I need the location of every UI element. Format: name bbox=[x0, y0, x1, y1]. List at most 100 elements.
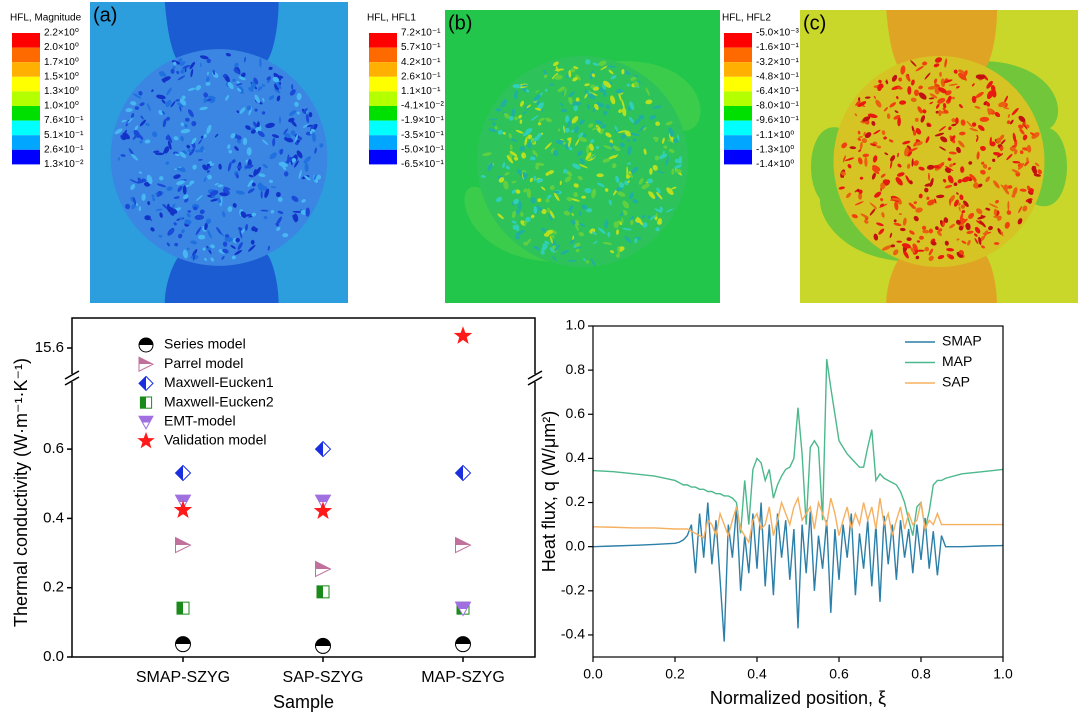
contour-fleck bbox=[929, 177, 934, 188]
contour-fleck bbox=[270, 209, 275, 214]
contour-fleck bbox=[960, 204, 966, 209]
contour-fleck bbox=[488, 118, 498, 121]
contour-fleck bbox=[908, 147, 918, 153]
contour-fleck bbox=[592, 155, 596, 159]
contour-fleck bbox=[553, 61, 559, 67]
contour-fleck bbox=[578, 132, 584, 139]
contour-fleck bbox=[1026, 144, 1032, 153]
contour-fleck bbox=[666, 187, 674, 196]
contour-fleck bbox=[967, 239, 971, 246]
colorbar-band bbox=[12, 106, 40, 121]
contour-fleck bbox=[575, 138, 580, 146]
contour-fleck bbox=[203, 92, 209, 98]
colorbar-band bbox=[369, 106, 397, 121]
contour-fleck bbox=[1006, 120, 1011, 125]
contour-fleck bbox=[182, 249, 188, 259]
contour-fleck bbox=[915, 65, 924, 72]
colorbar-label: 5.1×10⁻¹ bbox=[44, 130, 84, 141]
contour-fleck bbox=[567, 259, 577, 262]
contour-fleck bbox=[536, 100, 540, 106]
contour-fleck bbox=[1017, 218, 1023, 225]
contour-fleck bbox=[231, 255, 236, 260]
contour-fleck bbox=[656, 187, 661, 194]
contour-fleck bbox=[546, 194, 552, 200]
contour-fleck bbox=[522, 111, 527, 114]
contour-fleck bbox=[961, 176, 971, 183]
contour-fleck bbox=[630, 133, 640, 136]
contour-fleck bbox=[598, 60, 607, 67]
contour-fleck bbox=[276, 226, 281, 231]
contour-fleck bbox=[1009, 119, 1014, 125]
contour-fleck bbox=[939, 162, 945, 168]
contour-fleck bbox=[524, 136, 528, 146]
contour-fleck bbox=[606, 65, 616, 68]
contour-fleck bbox=[623, 210, 628, 213]
contour-fleck bbox=[993, 208, 998, 216]
contour-fleck bbox=[638, 124, 646, 133]
contour-fleck bbox=[564, 115, 570, 123]
contour-fleck bbox=[514, 89, 519, 100]
contour-fleck bbox=[859, 141, 863, 150]
contour-fleck bbox=[172, 203, 176, 208]
contour-fleck bbox=[522, 171, 526, 180]
contour-fleck bbox=[592, 86, 600, 91]
contour-fleck bbox=[951, 123, 957, 127]
colorbar-band bbox=[724, 62, 752, 77]
colorbar-band bbox=[724, 135, 752, 150]
contour-fleck bbox=[312, 133, 316, 142]
contour-fleck bbox=[894, 110, 899, 114]
panel-label: (c) bbox=[803, 12, 826, 34]
contour-fleck bbox=[910, 60, 917, 67]
contour-fleck bbox=[628, 192, 634, 199]
contour-fleck bbox=[240, 72, 246, 78]
contour-fleck bbox=[1019, 188, 1027, 192]
contour-fleck bbox=[130, 153, 139, 161]
contour-fleck bbox=[938, 126, 946, 132]
contour-fleck bbox=[857, 101, 867, 108]
contour-fleck bbox=[956, 192, 959, 195]
contour-fleck bbox=[259, 57, 262, 68]
contour-fleck bbox=[189, 180, 195, 185]
contour-fleck bbox=[553, 149, 559, 157]
contour-fleck bbox=[314, 147, 317, 154]
contour-fleck bbox=[532, 150, 538, 157]
contour-fleck bbox=[603, 90, 607, 98]
contour-fleck bbox=[526, 89, 530, 93]
contour-fleck bbox=[902, 249, 909, 259]
contour-fleck bbox=[979, 220, 986, 228]
contour-fleck bbox=[947, 95, 952, 103]
contour-fleck bbox=[170, 208, 178, 214]
x-tick-label: SAP-SZYG bbox=[283, 669, 364, 686]
contour-neck bbox=[886, 254, 998, 303]
contour-fleck bbox=[251, 182, 256, 187]
contour-fleck bbox=[206, 163, 211, 168]
contour-fleck bbox=[535, 165, 539, 170]
colorbar-band bbox=[12, 76, 40, 92]
contour-fleck bbox=[480, 175, 487, 178]
contour-fleck bbox=[186, 247, 190, 251]
contour-fleck bbox=[509, 144, 513, 151]
contour-fleck bbox=[134, 125, 139, 131]
contour-fleck bbox=[927, 86, 936, 90]
contour-fleck bbox=[156, 94, 166, 100]
contour-fleck bbox=[584, 83, 590, 87]
plot-frame bbox=[71, 317, 536, 658]
contour-fleck bbox=[943, 217, 949, 223]
contour-fleck bbox=[125, 108, 133, 113]
contour-fleck bbox=[897, 163, 902, 168]
contour-fleck bbox=[574, 125, 579, 134]
contour-fleck bbox=[523, 241, 529, 246]
contour-fleck bbox=[586, 104, 591, 110]
plot-frame bbox=[592, 325, 1004, 658]
contour-fleck bbox=[566, 170, 573, 177]
contour-fleck bbox=[854, 113, 858, 117]
contour-fleck bbox=[195, 226, 202, 236]
contour-fleck bbox=[605, 104, 611, 110]
contour-fleck bbox=[963, 70, 968, 78]
contour-fleck bbox=[966, 230, 974, 234]
x-tick-label: 0.4 bbox=[747, 666, 767, 682]
contour-fleck bbox=[654, 136, 659, 143]
contour-fleck bbox=[618, 182, 625, 188]
contour-fleck bbox=[525, 216, 531, 222]
marker bbox=[455, 636, 471, 653]
